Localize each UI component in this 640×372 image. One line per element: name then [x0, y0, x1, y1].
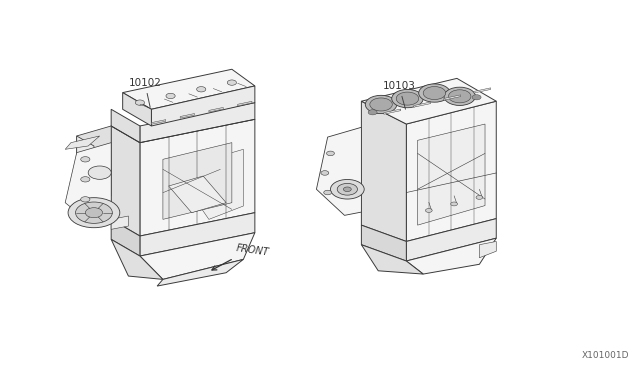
Polygon shape: [169, 176, 226, 213]
Polygon shape: [316, 127, 362, 215]
Text: FRONT: FRONT: [236, 243, 270, 257]
Polygon shape: [406, 238, 496, 274]
Polygon shape: [65, 136, 100, 149]
Circle shape: [449, 90, 471, 103]
Polygon shape: [157, 259, 243, 286]
Polygon shape: [362, 245, 423, 274]
Polygon shape: [180, 113, 195, 118]
Polygon shape: [77, 126, 111, 199]
Polygon shape: [111, 109, 140, 142]
Polygon shape: [111, 239, 163, 279]
Text: 10103: 10103: [383, 81, 415, 109]
Polygon shape: [123, 93, 152, 126]
Circle shape: [196, 87, 206, 92]
Circle shape: [88, 166, 111, 179]
Polygon shape: [152, 120, 166, 124]
Circle shape: [426, 208, 432, 212]
Polygon shape: [140, 119, 255, 236]
Circle shape: [76, 202, 113, 223]
Circle shape: [365, 95, 397, 113]
Circle shape: [227, 80, 236, 85]
Polygon shape: [209, 108, 223, 112]
Circle shape: [392, 89, 423, 108]
Circle shape: [368, 110, 377, 115]
Polygon shape: [414, 102, 431, 107]
Circle shape: [81, 177, 90, 182]
Polygon shape: [152, 86, 255, 126]
Polygon shape: [111, 126, 140, 236]
Circle shape: [330, 179, 364, 199]
Circle shape: [476, 195, 483, 199]
Polygon shape: [362, 225, 406, 261]
Polygon shape: [174, 149, 243, 219]
Polygon shape: [237, 101, 252, 106]
Circle shape: [370, 98, 392, 111]
Polygon shape: [77, 136, 94, 206]
Circle shape: [396, 92, 419, 105]
Polygon shape: [140, 233, 255, 279]
Circle shape: [81, 197, 90, 202]
Polygon shape: [140, 213, 255, 256]
Circle shape: [85, 208, 102, 218]
Polygon shape: [406, 219, 496, 261]
Circle shape: [444, 87, 476, 105]
Polygon shape: [406, 101, 496, 241]
Polygon shape: [384, 109, 401, 114]
Circle shape: [344, 187, 351, 192]
Circle shape: [324, 190, 332, 195]
Polygon shape: [65, 142, 111, 226]
Circle shape: [326, 151, 335, 155]
Circle shape: [337, 183, 358, 195]
Polygon shape: [417, 124, 485, 225]
Text: X101001D: X101001D: [582, 351, 630, 360]
Polygon shape: [111, 219, 140, 256]
Text: 10102: 10102: [129, 78, 161, 107]
Circle shape: [68, 198, 120, 228]
Polygon shape: [123, 69, 255, 109]
Circle shape: [81, 157, 90, 162]
Polygon shape: [479, 241, 496, 258]
Polygon shape: [163, 142, 232, 219]
Circle shape: [472, 95, 481, 100]
Polygon shape: [362, 78, 496, 124]
Polygon shape: [362, 101, 406, 241]
Circle shape: [451, 202, 458, 206]
Polygon shape: [111, 216, 129, 230]
Circle shape: [321, 171, 329, 175]
Circle shape: [423, 87, 445, 100]
Circle shape: [419, 84, 450, 102]
Polygon shape: [140, 103, 255, 142]
Circle shape: [135, 100, 145, 105]
Circle shape: [166, 93, 175, 99]
Polygon shape: [474, 88, 491, 93]
Polygon shape: [444, 95, 461, 100]
